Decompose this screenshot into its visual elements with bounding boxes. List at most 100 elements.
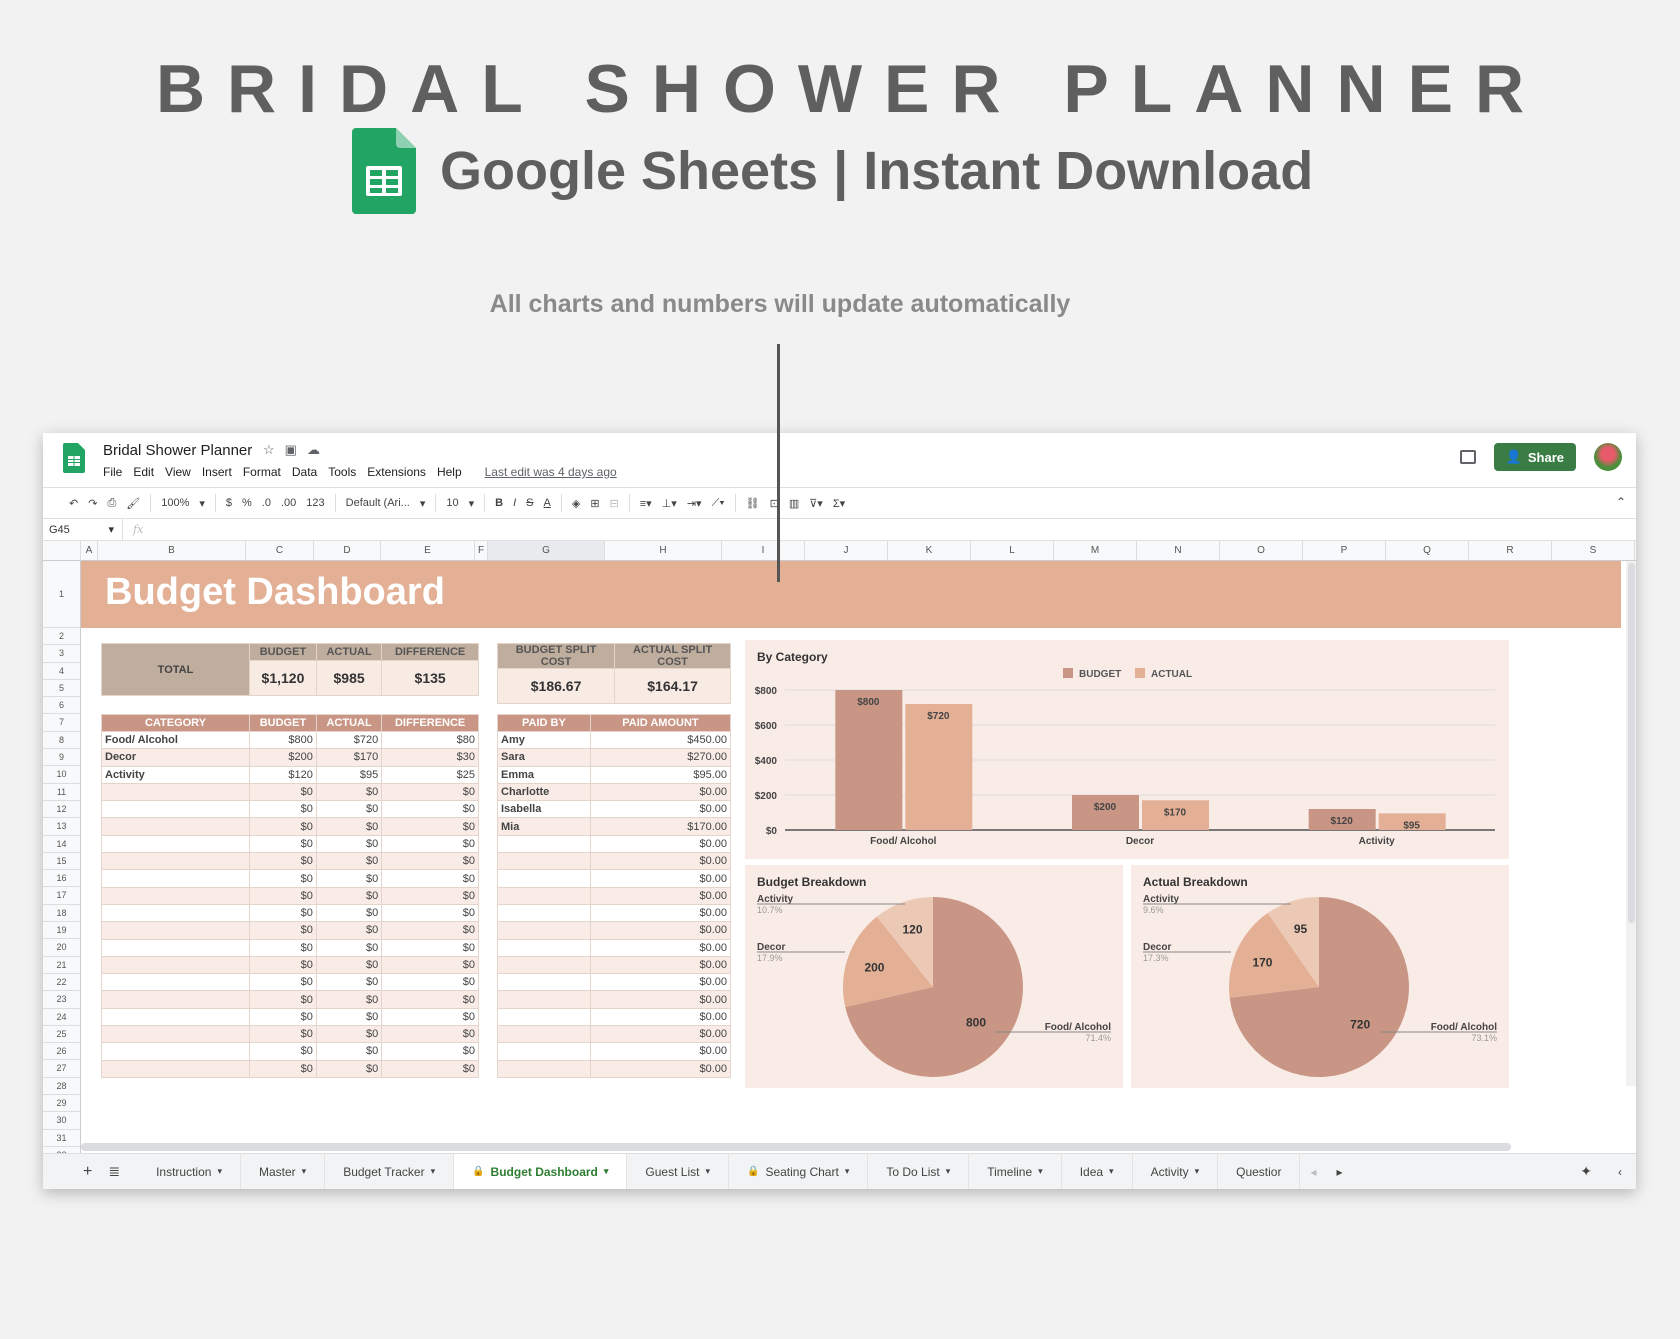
- undo-icon[interactable]: ↶: [69, 497, 79, 510]
- table-cell[interactable]: $170: [315, 748, 383, 767]
- side-panel-toggle-icon[interactable]: ‹: [1618, 1164, 1622, 1179]
- column-header[interactable]: A: [81, 541, 98, 560]
- table-cell[interactable]: Food/ Alcohol: [101, 730, 250, 750]
- table-cell[interactable]: Amy: [497, 730, 591, 750]
- share-button[interactable]: 👤 Share: [1493, 443, 1576, 471]
- align-vertical-icon[interactable]: ⊥▾: [661, 497, 677, 510]
- table-cell[interactable]: [101, 869, 250, 888]
- row-header[interactable]: 1: [43, 561, 80, 628]
- table-cell[interactable]: $80: [381, 730, 479, 750]
- table-cell[interactable]: $0: [315, 869, 383, 888]
- table-cell[interactable]: $200: [249, 748, 317, 767]
- table-cell[interactable]: [101, 903, 250, 923]
- table-cell[interactable]: $0: [315, 817, 383, 836]
- table-cell[interactable]: $95.00: [589, 765, 732, 784]
- table-cell[interactable]: [497, 903, 591, 923]
- table-cell[interactable]: [497, 886, 591, 905]
- table-cell[interactable]: $0: [249, 1007, 317, 1027]
- column-header[interactable]: N: [1137, 541, 1220, 560]
- pie-chart-actual[interactable]: Actual Breakdown 720 170 95 Food/ Alcohol 73…: [1131, 865, 1509, 1088]
- row-header[interactable]: 2: [43, 628, 80, 646]
- table-cell[interactable]: $0: [381, 800, 479, 819]
- sheet-tab[interactable]: Questior: [1218, 1154, 1301, 1189]
- last-edit-link[interactable]: Last edit was 4 days ago: [484, 465, 617, 479]
- table-cell[interactable]: $450.00: [589, 730, 732, 750]
- row-header[interactable]: 13: [43, 818, 80, 836]
- sheet-tab[interactable]: To Do List ▾: [868, 1154, 970, 1189]
- paint-format-icon[interactable]: 🖌: [126, 497, 141, 510]
- row-header[interactable]: 26: [43, 1043, 80, 1061]
- column-header[interactable]: G: [488, 541, 605, 560]
- table-cell[interactable]: $0: [249, 921, 317, 940]
- table-cell[interactable]: $0: [381, 955, 479, 975]
- add-sheet-icon[interactable]: +: [83, 1162, 93, 1180]
- column-header[interactable]: Q: [1386, 541, 1469, 560]
- menu-view[interactable]: View: [165, 465, 191, 479]
- chart-icon[interactable]: ▥: [788, 497, 800, 510]
- collapse-menus-icon[interactable]: ⌃: [1615, 495, 1626, 509]
- table-cell[interactable]: [101, 886, 250, 905]
- table-cell[interactable]: $0.00: [589, 1042, 732, 1061]
- cloud-status-icon[interactable]: ☁: [306, 442, 320, 457]
- row-header[interactable]: 17: [43, 887, 80, 905]
- table-cell[interactable]: $0: [249, 990, 317, 1009]
- total-actual-value[interactable]: $985: [315, 660, 383, 696]
- text-color-button[interactable]: A: [543, 497, 551, 509]
- table-cell[interactable]: Decor: [101, 748, 250, 767]
- sheet-tab[interactable]: Guest List ▾: [627, 1154, 729, 1189]
- filter-icon[interactable]: ⊽▾: [809, 497, 823, 510]
- table-cell[interactable]: $0: [381, 817, 479, 836]
- increase-decimal-button[interactable]: .00: [280, 497, 297, 509]
- functions-icon[interactable]: Σ▾: [832, 497, 846, 510]
- table-cell[interactable]: $0: [381, 852, 479, 871]
- table-cell[interactable]: $0: [249, 869, 317, 888]
- table-cell[interactable]: $720: [315, 730, 383, 750]
- table-cell[interactable]: $0.00: [589, 903, 732, 923]
- table-cell[interactable]: [101, 834, 250, 854]
- table-cell[interactable]: $170.00: [589, 817, 732, 836]
- table-cell[interactable]: $0: [315, 1007, 383, 1027]
- table-cell[interactable]: $120: [249, 765, 317, 784]
- row-header[interactable]: 30: [43, 1112, 80, 1130]
- row-header[interactable]: 14: [43, 836, 80, 853]
- row-header[interactable]: 19: [43, 922, 80, 940]
- table-cell[interactable]: [497, 1059, 591, 1078]
- row-header[interactable]: 11: [43, 784, 80, 801]
- table-cell[interactable]: $0: [381, 1025, 479, 1044]
- table-cell[interactable]: [497, 869, 591, 888]
- total-budget-value[interactable]: $1,120: [249, 660, 317, 696]
- row-header[interactable]: 22: [43, 974, 80, 992]
- column-header[interactable]: B: [98, 541, 246, 560]
- decrease-decimal-button[interactable]: .0: [261, 497, 271, 509]
- table-cell[interactable]: $0.00: [589, 800, 732, 819]
- table-cell[interactable]: [101, 800, 250, 819]
- row-header[interactable]: 21: [43, 957, 80, 974]
- sheet-tab[interactable]: 🔒 Budget Dashboard ▾: [454, 1154, 628, 1189]
- table-cell[interactable]: $0: [315, 1042, 383, 1061]
- table-cell[interactable]: [497, 921, 591, 940]
- table-cell[interactable]: [497, 1042, 591, 1061]
- table-cell[interactable]: $0: [315, 955, 383, 975]
- sheet-grid[interactable]: TOTAL BUDGET ACTUAL DIFFERENCE $1,120 $9…: [81, 628, 1621, 1123]
- table-cell[interactable]: $0: [381, 973, 479, 992]
- budget-split-value[interactable]: $186.67: [496, 668, 616, 704]
- table-cell[interactable]: $0: [249, 834, 317, 854]
- sheet-tab[interactable]: Activity ▾: [1133, 1154, 1219, 1189]
- column-header[interactable]: S: [1552, 541, 1635, 560]
- table-cell[interactable]: $0: [249, 1042, 317, 1061]
- redo-icon[interactable]: ↷: [88, 497, 98, 510]
- column-header[interactable]: D: [314, 541, 381, 560]
- table-cell[interactable]: [101, 990, 250, 1009]
- vertical-scrollbar[interactable]: [1626, 561, 1636, 1086]
- table-cell[interactable]: [101, 817, 250, 836]
- table-cell[interactable]: [497, 1025, 591, 1044]
- table-cell[interactable]: $0: [249, 1025, 317, 1044]
- menu-extensions[interactable]: Extensions: [367, 465, 426, 479]
- sheet-tab[interactable]: Budget Tracker ▾: [325, 1154, 455, 1189]
- actual-split-value[interactable]: $164.17: [614, 668, 731, 704]
- menu-data[interactable]: Data: [291, 465, 318, 479]
- row-header[interactable]: 18: [43, 905, 80, 923]
- table-cell[interactable]: $0.00: [589, 1025, 732, 1044]
- row-header[interactable]: 23: [43, 991, 80, 1009]
- table-cell[interactable]: $0: [381, 1059, 479, 1078]
